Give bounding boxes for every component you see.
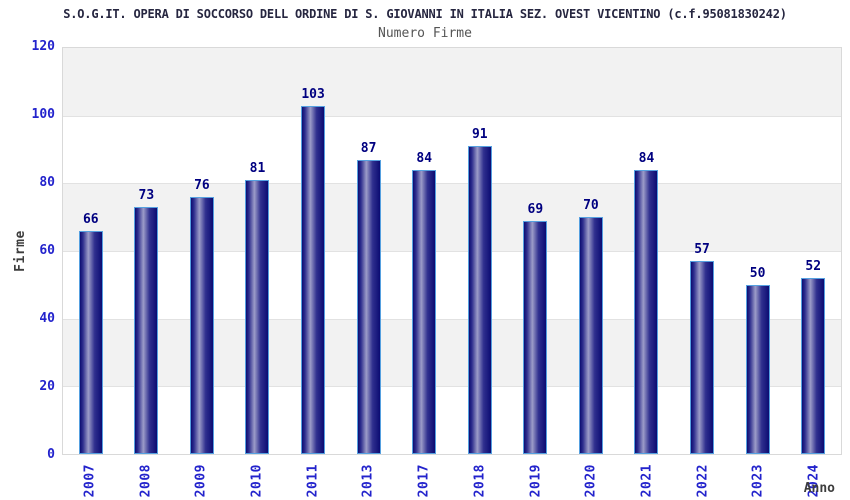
bar-slot: 57: [674, 48, 730, 454]
x-tick-label: 2020: [583, 464, 599, 498]
plot-band: [63, 115, 841, 184]
chart-title: S.O.G.IT. OPERA DI SOCCORSO DELL ORDINE …: [63, 7, 787, 21]
x-tick-label: 2011: [305, 464, 321, 498]
x-tick-label: 2008: [138, 464, 154, 498]
x-tick-label: 2023: [750, 464, 766, 498]
gridline: [63, 183, 841, 185]
y-axis-ticks: 0 20 40 60 80 100 120: [0, 40, 55, 462]
gridline: [63, 251, 841, 252]
bar-value-label: 84: [638, 150, 655, 166]
plot-band: [63, 48, 841, 116]
bar-2007: [78, 230, 103, 454]
x-tick-label: 2017: [416, 464, 432, 498]
bar-value-label: 91: [471, 127, 488, 143]
bar-slot: 66: [63, 48, 119, 454]
bar-slot: 50: [730, 48, 786, 454]
bar-2021: [634, 169, 659, 454]
bar-2013: [356, 159, 381, 454]
y-tick-label: 20: [39, 379, 55, 394]
bar-slot: 84: [619, 48, 675, 454]
bar-2019: [523, 220, 548, 454]
bar-2020: [578, 217, 603, 454]
bar-2009: [189, 196, 214, 454]
bar-value-label: 66: [82, 211, 99, 227]
y-tick-label: 80: [39, 174, 55, 190]
bar-2018: [467, 146, 492, 454]
y-tick-label: 100: [31, 106, 55, 122]
bar-slot: 76: [174, 48, 230, 454]
bar-value-label: 81: [249, 160, 266, 176]
bar-slot: 81: [230, 48, 286, 454]
bar-value-label: 84: [416, 150, 433, 166]
bar-2017: [412, 169, 437, 454]
x-tick-label: 2007: [82, 464, 98, 498]
x-tick-label: 2021: [639, 464, 655, 498]
x-tick-label: 2019: [528, 464, 544, 498]
bar-slot: 103: [285, 48, 341, 454]
gridline: [63, 318, 841, 320]
bar-slot: 69: [508, 48, 564, 454]
bar-2008: [134, 207, 159, 454]
bar-value-label: 73: [138, 188, 155, 204]
bar-2011: [301, 105, 326, 454]
bar-2022: [690, 261, 715, 454]
gridline: [63, 115, 841, 117]
x-tick-label: 2018: [472, 464, 488, 498]
gridline: [63, 386, 841, 388]
bar-value-label: 52: [805, 259, 822, 275]
bar-2024: [801, 278, 826, 454]
bar-value-label: 70: [583, 198, 599, 214]
bar-slot: 91: [452, 48, 508, 454]
x-axis-title: Anno: [803, 481, 835, 496]
bar-slot: 84: [396, 48, 452, 454]
bar-2010: [245, 179, 270, 454]
x-tick-label: 2009: [193, 464, 209, 498]
x-axis-ticks: 2007 2008 2009 2010 2011 2013 2017 2018 2019 2020…: [62, 456, 842, 500]
x-tick-label: 2022: [695, 464, 711, 498]
bar-value-label: 103: [301, 86, 325, 102]
bar-slot: 73: [119, 48, 175, 454]
y-tick-label: 0: [47, 447, 55, 462]
bar-2023: [745, 284, 770, 454]
y-tick-label: 40: [39, 310, 55, 326]
bar-value-label: 87: [360, 140, 377, 156]
bar-slot: 87: [341, 48, 397, 454]
chart-subtitle: Numero Firme: [378, 26, 472, 41]
bar-value-label: 50: [749, 265, 766, 281]
bar-value-label: 57: [694, 242, 710, 258]
y-tick-label: 60: [39, 243, 55, 258]
bar-value-label: 76: [194, 177, 210, 193]
x-tick-label: 2013: [360, 464, 376, 498]
bar-value-label: 69: [527, 201, 544, 217]
bar-slot: 52: [785, 48, 841, 454]
bar-slot: 70: [563, 48, 619, 454]
plot-area: 66 73 76 81 103 87 84 91 69 70 84 57 50 52: [62, 47, 842, 455]
y-tick-label: 120: [31, 39, 55, 54]
x-tick-label: 2010: [249, 464, 265, 498]
